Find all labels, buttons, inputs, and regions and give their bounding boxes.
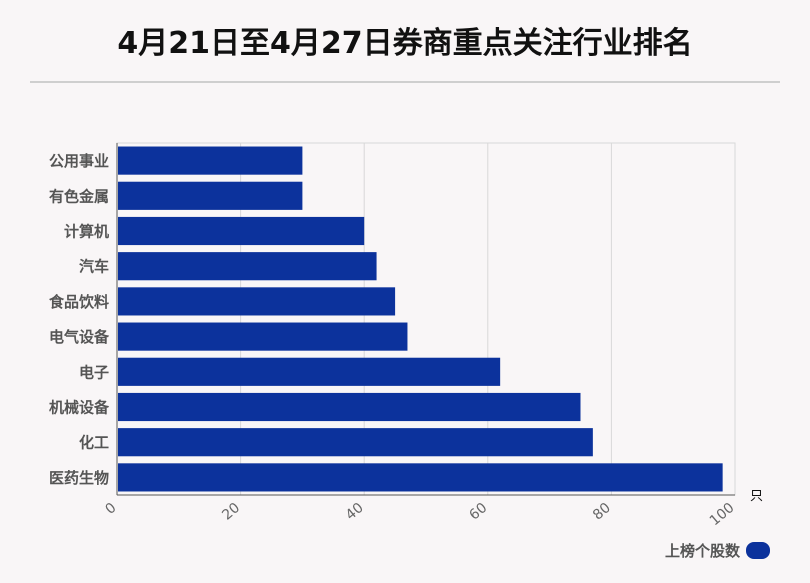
legend-label: 上榜个股数 bbox=[664, 542, 740, 560]
x-axis-unit: 只 bbox=[750, 489, 763, 504]
legend: 上榜个股数 bbox=[665, 540, 770, 561]
bar bbox=[118, 252, 377, 281]
category-label: 汽车 bbox=[79, 258, 109, 276]
x-tick-label: 60 bbox=[466, 500, 490, 524]
bar bbox=[118, 322, 408, 351]
category-label: 计算机 bbox=[64, 223, 109, 241]
bar bbox=[118, 357, 501, 386]
chart-title: 4月21日至4月27日券商重点关注行业排名 bbox=[117, 26, 693, 61]
x-tick-label: 40 bbox=[343, 500, 367, 524]
category-label: 电子 bbox=[79, 363, 109, 381]
category-label: 有色金属 bbox=[49, 187, 109, 205]
legend-swatch bbox=[746, 542, 770, 559]
x-tick-label: 80 bbox=[590, 500, 614, 524]
bar bbox=[118, 216, 365, 246]
bar bbox=[118, 287, 396, 316]
x-tick-label: 20 bbox=[219, 500, 243, 524]
bar bbox=[118, 392, 581, 422]
bar bbox=[118, 181, 303, 210]
category-label: 机械设备 bbox=[49, 399, 110, 417]
category-label: 医药生物 bbox=[49, 469, 109, 487]
category-label: 电气设备 bbox=[49, 328, 110, 346]
bar bbox=[118, 463, 723, 492]
title-divider bbox=[30, 81, 780, 83]
x-tick-label: 0 bbox=[102, 500, 119, 518]
category-label: 化工 bbox=[79, 434, 109, 452]
x-tick-label: 100 bbox=[707, 500, 738, 529]
bar bbox=[118, 146, 303, 175]
category-label: 食品饮料 bbox=[49, 293, 109, 311]
bar bbox=[118, 428, 593, 457]
category-label: 公用事业 bbox=[49, 152, 109, 170]
